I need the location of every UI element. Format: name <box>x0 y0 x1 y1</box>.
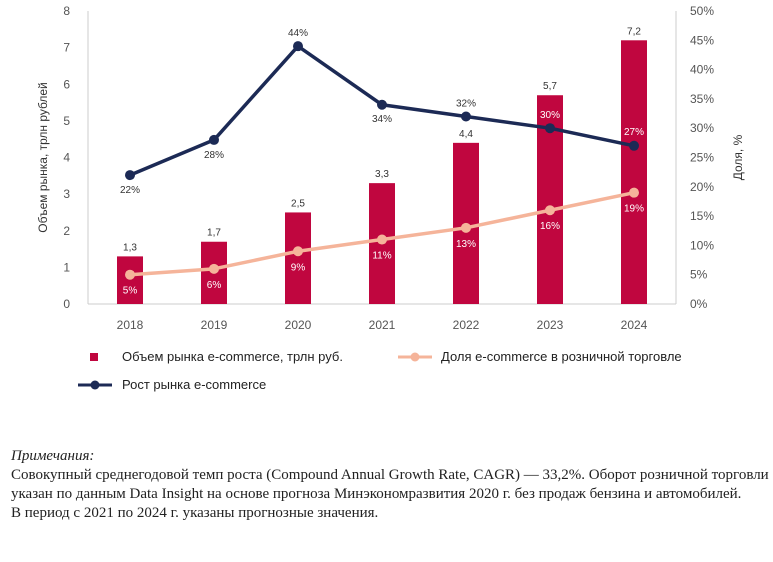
y-right-tick-label: 45% <box>690 33 714 47</box>
legend-label-share: Доля e-commerce в розничной торговле <box>441 349 682 364</box>
y-right-tick-label: 0% <box>690 297 708 311</box>
growth-point <box>209 134 219 145</box>
share-point <box>377 234 387 245</box>
notes-title: Примечания: <box>11 448 95 464</box>
legend-label-growth: Рост рынка e-commerce <box>122 377 267 392</box>
legend-item-growth: Рост рынка e-commerce <box>78 377 266 392</box>
y-right-tick-label: 20% <box>690 180 714 194</box>
y-left-tick-label: 5 <box>63 114 70 128</box>
y-left-tick-label: 3 <box>63 187 70 201</box>
bar-value-label: 5,7 <box>543 81 557 92</box>
growth-point <box>293 41 303 52</box>
share-value-label: 9% <box>291 262 306 273</box>
bar-value-label: 1,7 <box>207 228 221 239</box>
growth-value-label: 32% <box>456 98 476 109</box>
growth-value-label: 28% <box>204 150 224 161</box>
y-left-tick-label: 8 <box>63 4 70 18</box>
bar <box>621 40 647 305</box>
share-point <box>461 222 471 233</box>
y-right-tick-label: 35% <box>690 92 714 106</box>
share-point <box>629 187 639 198</box>
share-value-label: 13% <box>456 239 476 250</box>
x-tick-label: 2023 <box>537 318 564 332</box>
share-point <box>293 246 303 257</box>
share-value-label: 11% <box>372 251 391 262</box>
growth-value-label: 30% <box>540 110 560 121</box>
y-left-tick-label: 7 <box>63 41 70 55</box>
chart: 0 1 2 3 4 5 6 7 8 0% 5% 10% 15% 20% 25% 30% 35% 40% 45% 50%… <box>36 4 745 332</box>
share-point <box>209 263 219 274</box>
y-left-tick-label: 6 <box>63 77 70 91</box>
y-left-tick-label: 2 <box>63 224 70 238</box>
notes-paragraph-2: В период с 2021 по 2024 г. указаны прогн… <box>11 505 379 521</box>
y-right-axis-title: Доля, % <box>731 134 745 180</box>
bar-value-label: 2,5 <box>291 198 305 209</box>
legend-swatch-growth <box>78 380 112 389</box>
growth-value-label: 27% <box>624 127 644 138</box>
y-left-axis-title: Объем рынка, трлн рублей <box>36 82 50 232</box>
legend-swatch-volume <box>90 352 98 361</box>
growth-value-label: 44% <box>288 28 308 39</box>
share-value-label: 19% <box>624 204 644 215</box>
bar-value-label: 7,2 <box>627 26 641 37</box>
legend-item-share: Доля e-commerce в розничной торговле <box>398 349 682 364</box>
x-tick-label: 2018 <box>117 318 144 332</box>
y-left-tick-label: 0 <box>63 297 70 311</box>
y-right-tick-label: 25% <box>690 151 714 165</box>
share-value-label: 5% <box>123 286 138 297</box>
growth-point <box>545 123 555 134</box>
x-tick-label: 2022 <box>453 318 480 332</box>
growth-point <box>377 99 387 110</box>
notes: Примечания: Совокупный среднегодовой тем… <box>11 447 771 523</box>
y-right-tick-label: 10% <box>690 238 714 252</box>
bar-value-label: 3,3 <box>375 169 389 180</box>
y-left-tick-label: 1 <box>63 260 70 274</box>
share-point <box>545 205 555 216</box>
bar-value-label: 4,4 <box>459 129 473 140</box>
y-right-tick-label: 30% <box>690 121 714 135</box>
growth-value-label: 22% <box>120 185 140 196</box>
bar-value-label: 1,3 <box>123 242 137 253</box>
legend-label-volume: Объем рынка e-commerce, трлн руб. <box>122 349 343 364</box>
x-tick-label: 2019 <box>201 318 228 332</box>
share-point <box>125 269 135 280</box>
y-right-tick-label: 5% <box>690 268 708 282</box>
x-tick-label: 2024 <box>621 318 648 332</box>
notes-paragraph-1: Совокупный среднегодовой темп роста (Com… <box>11 467 769 502</box>
y-right-tick-label: 15% <box>690 209 714 223</box>
legend-swatch-share <box>398 352 432 361</box>
share-value-label: 6% <box>207 280 222 291</box>
growth-point <box>461 111 471 122</box>
bar <box>117 256 143 304</box>
legend-item-volume: Объем рынка e-commerce, трлн руб. <box>90 349 343 364</box>
bar <box>285 212 311 304</box>
y-left-tick-label: 4 <box>63 151 70 165</box>
share-value-label: 16% <box>540 221 560 232</box>
growth-value-label: 34% <box>372 114 392 125</box>
y-right-tick-label: 50% <box>690 4 714 18</box>
x-tick-label: 2021 <box>369 318 396 332</box>
growth-point <box>125 170 135 181</box>
growth-point <box>629 140 639 151</box>
x-tick-label: 2020 <box>285 318 312 332</box>
y-right-tick-label: 40% <box>690 63 714 77</box>
